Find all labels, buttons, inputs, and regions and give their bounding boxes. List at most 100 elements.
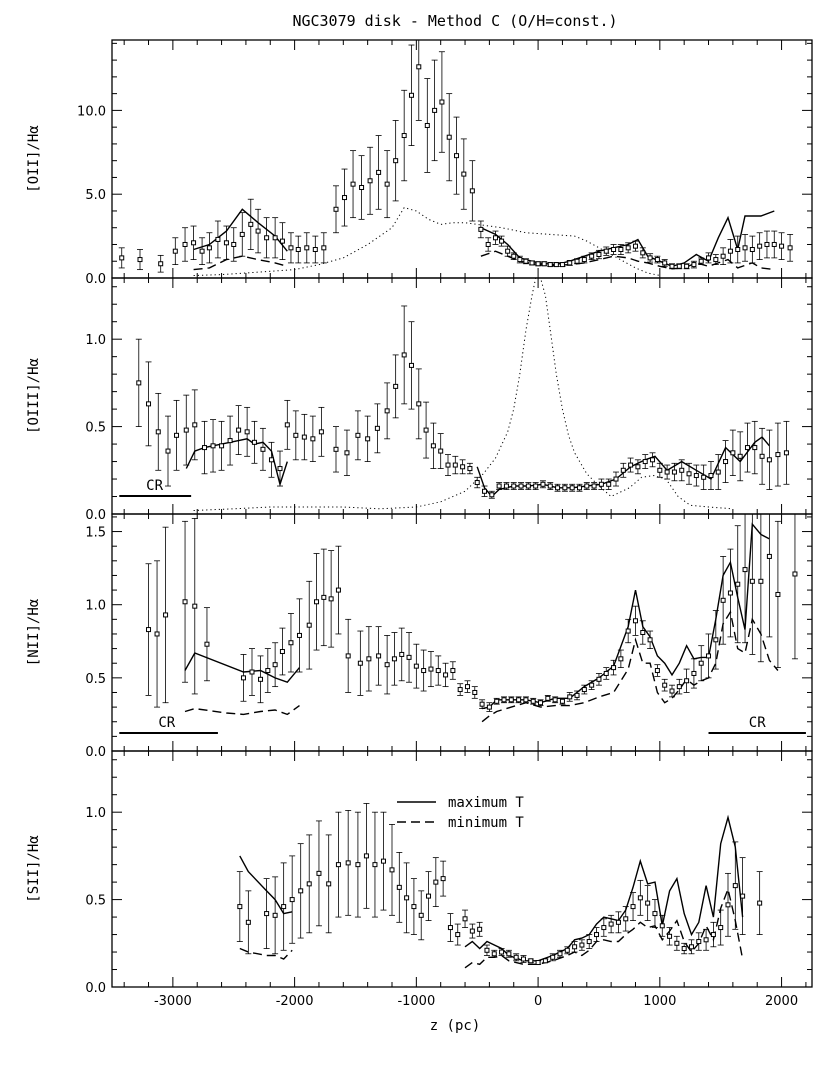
data-point [618, 656, 624, 662]
data-point [581, 687, 587, 693]
data-point [342, 195, 348, 201]
data-point [455, 932, 461, 938]
data-point [574, 692, 580, 698]
data-point [669, 263, 675, 269]
data-point [472, 689, 478, 695]
data-point [251, 439, 257, 445]
data-point [737, 453, 743, 459]
data-point [608, 921, 614, 927]
data-point [223, 240, 229, 246]
data-point [401, 133, 407, 139]
data-point [355, 432, 361, 438]
data-point [281, 904, 287, 910]
data-point [321, 594, 327, 600]
data-point [237, 904, 243, 910]
data-point [557, 951, 563, 957]
data-point [245, 919, 251, 925]
data-point [581, 257, 587, 263]
data-point [464, 684, 470, 690]
data-point [482, 488, 488, 494]
data-point [523, 258, 529, 264]
panel-3: 0.0 0.5 1.0 1.5 [NII]/Hα CR CR [26, 513, 813, 760]
data-point [640, 630, 646, 635]
data-point [210, 443, 216, 449]
data-point [628, 462, 634, 468]
data-point [625, 245, 631, 251]
panel-frame [111, 513, 813, 752]
data-point [335, 862, 341, 868]
data-point [787, 245, 793, 251]
data-point [720, 597, 726, 603]
data-point [489, 492, 495, 498]
data-point [326, 881, 332, 887]
data-point [316, 870, 322, 876]
data-point [552, 697, 558, 703]
data-point [365, 436, 371, 442]
data-point [484, 947, 490, 953]
data-point [255, 228, 261, 234]
data-point [447, 925, 453, 931]
data-point [691, 262, 697, 268]
data-point [249, 669, 255, 675]
data-point [503, 483, 509, 489]
data-point [418, 912, 424, 918]
data-point [540, 481, 546, 487]
data-point [301, 434, 307, 440]
data-point [423, 427, 429, 433]
data-point [659, 923, 665, 929]
y-tick-label: 0.0 [85, 745, 106, 760]
data-point [706, 653, 712, 659]
data-point [596, 252, 602, 258]
data-point [199, 248, 205, 254]
data-point [710, 932, 716, 938]
data-point [691, 670, 697, 676]
data-point [355, 862, 361, 868]
y-tick-label: 0.5 [85, 421, 106, 436]
data-point [499, 238, 505, 244]
data-point [586, 939, 592, 945]
data-point [391, 656, 397, 662]
data-point [219, 443, 225, 449]
data-point [393, 158, 399, 164]
cr-label: CR [146, 478, 163, 494]
data-point [725, 902, 731, 908]
data-point [740, 893, 746, 899]
data-point [404, 895, 410, 901]
data-point [446, 134, 452, 140]
data-point [335, 587, 341, 593]
data-point [713, 637, 719, 643]
data-point [424, 122, 430, 128]
data-point [136, 380, 142, 386]
data-point [492, 235, 498, 241]
data-point [775, 452, 781, 458]
cr-label: CR [158, 715, 175, 731]
data-point [457, 687, 463, 693]
data-point [538, 700, 544, 706]
data-point [440, 876, 446, 882]
data-point [562, 485, 568, 491]
y-tick-label: 1.0 [85, 599, 106, 614]
data-point [304, 245, 310, 251]
data-point [615, 919, 621, 925]
data-point [306, 622, 312, 628]
data-point [146, 401, 152, 407]
min-T-line [193, 255, 288, 271]
data-point [542, 958, 548, 964]
data-point [533, 483, 539, 489]
data-point [314, 599, 320, 605]
data-point [757, 243, 763, 249]
data-point [559, 262, 565, 268]
data-point [662, 260, 668, 266]
data-point [505, 248, 511, 254]
data-point [345, 653, 351, 659]
y-tick-label: 0.5 [85, 672, 106, 687]
data-point [426, 893, 432, 899]
data-point [479, 701, 485, 707]
data-point [579, 942, 585, 948]
legend: maximum T minimum T [397, 795, 524, 831]
data-point [438, 448, 444, 454]
data-point [594, 932, 600, 938]
data-point [576, 485, 582, 491]
data-point [239, 231, 245, 237]
data-point [645, 900, 651, 906]
